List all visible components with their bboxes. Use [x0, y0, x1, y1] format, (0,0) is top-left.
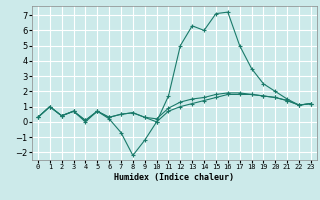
X-axis label: Humidex (Indice chaleur): Humidex (Indice chaleur) — [115, 173, 234, 182]
